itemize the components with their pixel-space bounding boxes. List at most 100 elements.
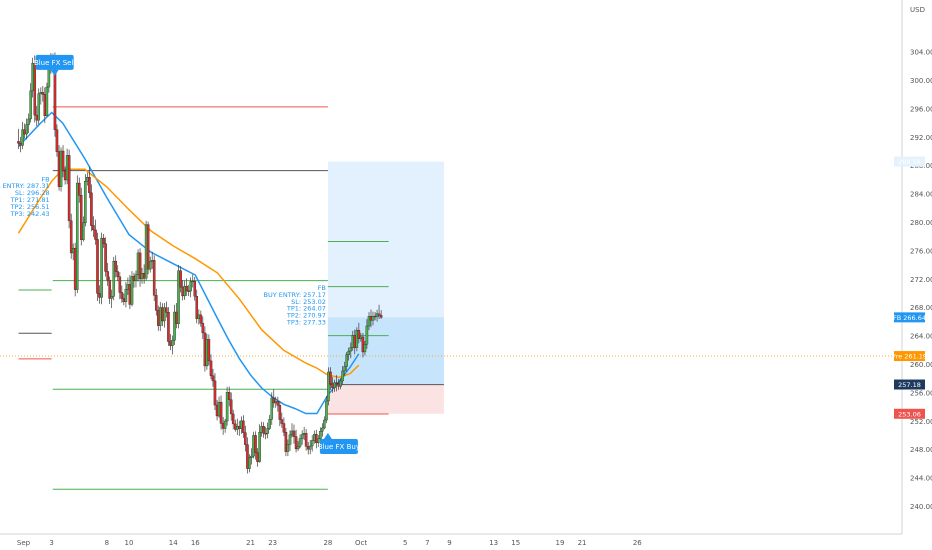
x-tick-label: 23 [268,539,277,547]
candle-down [280,419,284,424]
candle-down [231,413,235,425]
candle-up [37,93,40,121]
y-tick-label: 244.00 [910,475,932,483]
candle-down [78,182,81,196]
candle-up [86,177,89,182]
sell-annotation-line: TP3: 242.43 [10,210,50,218]
candle-up [300,434,304,439]
buy-callout-box [319,439,358,455]
x-tick-label: 26 [633,539,642,547]
candle-down [282,423,286,433]
y-tick-label: 304.00 [910,49,932,57]
candle-down [201,323,205,334]
sell-annotation-line: SELL ENTRY: 287.31 [0,182,50,190]
candle-up [308,445,312,450]
candle-down [294,436,298,450]
price-tag-label: 253.06 [898,410,921,418]
y-tick-label: 256.00 [910,389,932,397]
candle-up [347,350,350,355]
candle-down [146,224,150,270]
y-tick-label: 296.00 [910,105,932,113]
candle-down [108,279,111,299]
candle-up [130,276,134,305]
candle-up [84,181,87,224]
candle-down [211,375,215,382]
candle-up [355,330,359,348]
candle-down [195,296,199,319]
candle-up [76,182,79,290]
candle-up [286,444,290,452]
x-tick-label: 15 [511,539,520,547]
price-tag-box [894,312,925,323]
candle-down [94,229,97,240]
candle-down [90,192,93,226]
candle-up [82,222,85,240]
candle-up [225,392,229,422]
candle-up [177,270,180,324]
candle-down [92,225,95,231]
y-tick-label: 264.00 [910,333,932,341]
candle-down [17,141,20,144]
y-tick-label: 280.00 [910,219,932,227]
y-tick-label: 268.00 [910,304,932,312]
candle-up [112,260,116,297]
candle-down [179,270,182,288]
candle-down [284,431,288,452]
candle-up [134,274,138,281]
candle-up [298,438,302,447]
candle-up [25,124,28,135]
candle-up [296,446,300,450]
candle-down [264,433,267,435]
y-tick-label: 276.00 [910,247,932,255]
candle-up [359,336,363,339]
candle-down [292,430,296,437]
price-tag-label: 288.58 [898,158,921,166]
price-tag-label: FB 266.64 [893,314,926,322]
candle-down [114,260,118,272]
x-tick-label: 3 [49,539,53,547]
candle-down [138,252,142,280]
candle-up [345,354,348,367]
candle-up [327,371,330,402]
candle-up [163,307,166,322]
buy-annotation-line: FB [318,284,326,292]
candle-down [276,401,280,406]
candle-down [304,433,308,447]
candle-down [227,392,231,400]
candle-up [363,344,367,353]
candle-down [55,129,59,152]
candle-up [310,440,314,447]
candle-down [329,371,332,384]
candle-down [120,292,124,299]
candle-down [315,434,318,443]
price-tag-label: Pre 261.19 [892,353,927,361]
candle-down [98,293,101,298]
candle-up [100,237,103,298]
candle-down [152,260,156,296]
candle-up [367,316,371,327]
candle-up [183,285,186,297]
y-tick-label: 248.00 [910,446,932,454]
candle-down [262,426,265,434]
candle-down [102,237,105,244]
x-tick-label: 7 [425,539,429,547]
candle-down [199,314,203,324]
candle-up [124,289,128,302]
candle-down [379,315,383,318]
candle-up [29,90,32,120]
candle-down [353,335,357,348]
buy-callout-pointer [323,433,332,440]
candle-up [319,431,322,440]
candle-down [165,307,168,313]
ema_fast-line [17,111,360,415]
candle-up [140,273,144,280]
candle-down [229,399,233,415]
price-tag-label: 257.18 [898,381,921,389]
y-tick-label: 284.00 [910,191,932,199]
price-tag-box [894,156,925,167]
target-zone-upper [327,161,444,318]
candle-up [250,455,253,458]
candle-down [104,243,107,272]
candle-up [45,86,49,116]
